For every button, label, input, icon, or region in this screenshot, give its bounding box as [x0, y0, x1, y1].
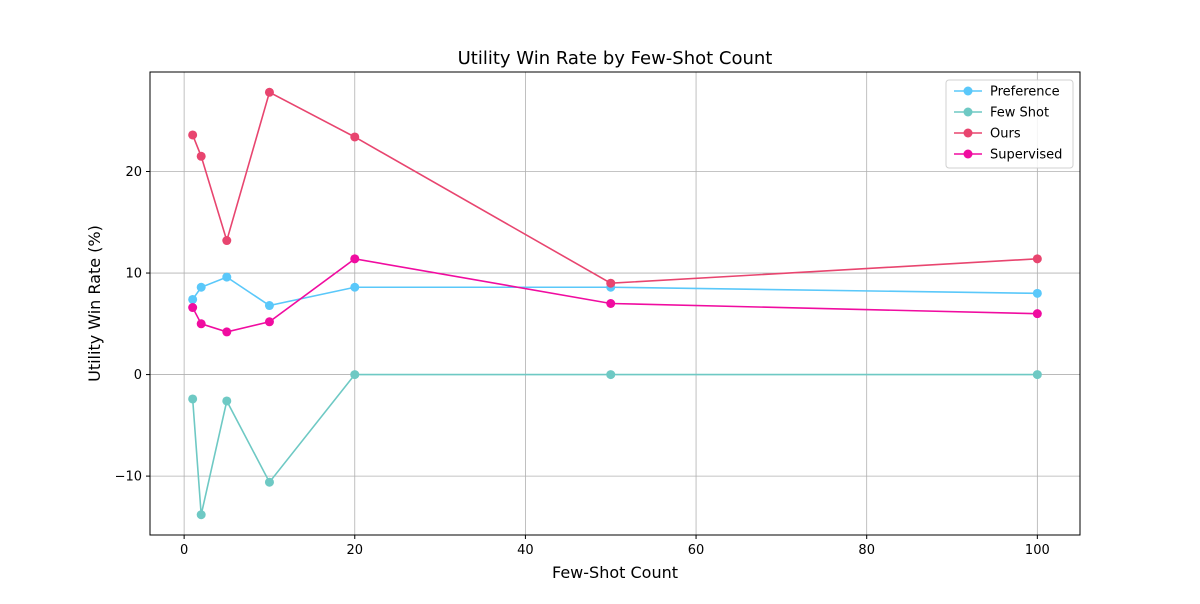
data-point-ours [188, 130, 198, 140]
y-tick-label: −10 [115, 470, 142, 485]
x-axis-label: Few-Shot Count [552, 563, 678, 582]
data-point-few-shot [350, 370, 360, 380]
data-point-preference [222, 272, 232, 282]
x-tick-label: 0 [180, 543, 188, 558]
x-tick-label: 60 [688, 543, 705, 558]
data-point-supervised [1032, 309, 1042, 319]
tick-layer: 0 20 40 60 80 100 −10 0 10 20 [115, 165, 1050, 558]
grid-layer [150, 72, 1080, 535]
y-tick-label: 20 [125, 165, 142, 180]
y-axis-label: Utility Win Rate (%) [85, 225, 104, 382]
legend-label-preference: Preference [990, 85, 1060, 100]
y-tick-label: 10 [125, 267, 142, 282]
data-point-supervised [606, 299, 616, 308]
data-point-preference [188, 294, 198, 304]
data-point-ours [222, 236, 232, 246]
data-point-ours [1032, 254, 1042, 264]
series-layer [188, 87, 1042, 520]
data-point-supervised [350, 254, 360, 264]
data-point-ours [350, 132, 360, 142]
data-point-few-shot [1032, 370, 1042, 380]
data-point-few-shot [264, 477, 274, 487]
data-point-supervised [264, 317, 274, 327]
legend-box [945, 79, 1074, 169]
legend-marker-ours [963, 128, 973, 138]
legend: Preference Few Shot Ours Supervised [945, 79, 1074, 169]
data-point-supervised [222, 327, 232, 337]
x-tick-label: 100 [1025, 543, 1050, 558]
data-point-few-shot [606, 370, 616, 380]
x-tick-label: 40 [517, 543, 534, 558]
data-point-preference [264, 301, 274, 311]
x-tick-label: 20 [346, 543, 363, 558]
legend-label-supervised: Supervised [990, 148, 1062, 163]
x-tick-label: 80 [858, 543, 875, 558]
y-tick-label: 0 [134, 368, 142, 383]
legend-label-few-shot: Few Shot [990, 106, 1049, 121]
data-point-supervised [196, 319, 206, 329]
data-point-ours [606, 278, 616, 288]
plot-frame [149, 71, 1081, 536]
legend-marker-supervised [963, 149, 973, 159]
legend-marker-few-shot [963, 107, 973, 117]
data-point-few-shot [222, 396, 232, 406]
data-point-supervised [188, 303, 198, 313]
data-point-preference [350, 282, 360, 292]
data-point-preference [1032, 288, 1042, 298]
data-point-few-shot [196, 510, 206, 520]
data-point-ours [264, 87, 274, 97]
legend-marker-preference [963, 86, 973, 96]
legend-label-ours: Ours [990, 127, 1021, 142]
data-point-ours [196, 151, 206, 161]
data-point-few-shot [188, 394, 198, 404]
chart-title: Utility Win Rate by Few-Shot Count [458, 48, 773, 69]
data-point-preference [196, 282, 206, 292]
